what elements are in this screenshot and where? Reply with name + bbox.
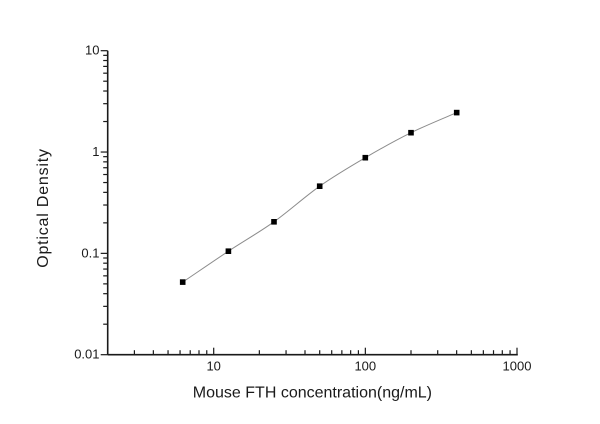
tick-marks xyxy=(100,50,518,356)
y-tick-label: 0.1 xyxy=(81,245,99,260)
data-point-marker xyxy=(408,129,414,136)
data-point-marker xyxy=(453,109,460,116)
x-tick-label: 1000 xyxy=(503,359,532,374)
data-point-marker xyxy=(225,248,232,254)
x-tick-label: 10 xyxy=(206,359,220,374)
data-point-marker xyxy=(271,219,277,225)
series-line xyxy=(182,112,457,283)
y-tick-label: 10 xyxy=(85,43,99,58)
y-tick-label: 1 xyxy=(92,144,99,159)
series-standard-curve xyxy=(179,109,460,285)
data-point-marker xyxy=(316,183,323,189)
tick-labels: 10 100 1000 0.01 0.1 1 10 xyxy=(74,43,531,374)
data-point-marker xyxy=(179,279,186,285)
data-point-marker xyxy=(362,154,369,161)
y-tick-label: 0.01 xyxy=(74,347,99,362)
x-tick-label: 100 xyxy=(354,359,376,374)
x-axis-label: Mouse FTH concentration(ng/mL) xyxy=(193,385,432,402)
axes xyxy=(106,50,518,356)
y-axis-label: Optical Density xyxy=(35,148,52,268)
